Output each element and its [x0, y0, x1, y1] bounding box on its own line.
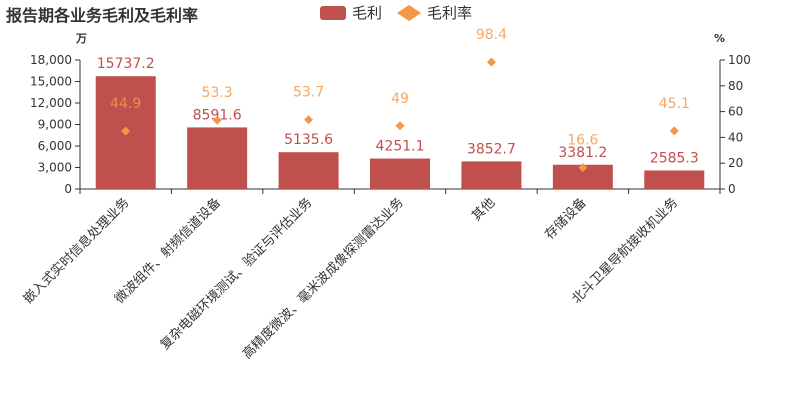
- category-labels: 嵌入式实时信息处理业务微波组件、射频信道设备复杂电磁环境测试、验证与评估业务高精…: [20, 189, 721, 363]
- bar: [187, 127, 248, 189]
- bar-value-label: 3381.2: [558, 145, 607, 161]
- category-label: 复杂电磁环境测试、验证与评估业务: [157, 195, 315, 353]
- right-tick-label: 60: [728, 105, 743, 119]
- category-label: 微波组件、射频信道设备: [112, 195, 224, 307]
- legend: 毛利 毛利率: [320, 4, 472, 22]
- category-label: 嵌入式实时信息处理业务: [20, 195, 132, 307]
- point-value-label: 16.6: [567, 133, 598, 149]
- left-tick-label: 12,000: [30, 96, 72, 110]
- bar: [644, 170, 705, 189]
- category-label: 北斗卫星导航接收机业务: [569, 195, 681, 307]
- left-tick-label: 6,000: [38, 139, 72, 153]
- left-tick-label: 9,000: [38, 118, 72, 132]
- scatter-series: 44.9 53.3 53.7 49 98.4 16.6 45.1: [110, 27, 690, 173]
- bar-value-label: 2585.3: [650, 150, 699, 166]
- right-tick-label: 20: [728, 156, 743, 170]
- point-value-label: 45.1: [659, 96, 690, 112]
- legend-point-swatch: [397, 5, 421, 21]
- point-value-label: 98.4: [476, 27, 507, 43]
- point-value-label: 53.3: [202, 85, 233, 101]
- point-value-label: 53.7: [293, 85, 324, 101]
- legend-bar-swatch: [320, 6, 346, 20]
- left-y-ticks: 0 3,000 6,000 9,000 12,000 15,000 18,000: [30, 53, 80, 196]
- category-label: 其他: [469, 195, 498, 224]
- right-tick-label: 40: [728, 130, 743, 144]
- bar-value-label: 4251.1: [376, 139, 425, 155]
- legend-bar-label: 毛利: [352, 4, 382, 22]
- scatter-point: [121, 126, 131, 136]
- scatter-point: [578, 163, 588, 173]
- bar: [370, 158, 430, 189]
- right-axis-unit: %: [714, 32, 725, 45]
- left-tick-label: 15,000: [30, 75, 72, 89]
- legend-point-label: 毛利率: [427, 4, 472, 22]
- bar: [278, 152, 339, 189]
- left-axis-unit: 万: [75, 32, 87, 45]
- bar-value-label: 3852.7: [467, 141, 516, 157]
- bar-series: 15737.2 8591.6 5135.6 4251.1 3852.7 3381.2 258…: [95, 56, 705, 189]
- scatter-point: [486, 57, 496, 67]
- bar-value-label: 15737.2: [97, 56, 155, 72]
- chart-title: 报告期各业务毛利及毛利率: [6, 6, 199, 25]
- bar-value-label: 8591.6: [193, 107, 242, 123]
- point-value-label: 44.9: [110, 96, 141, 112]
- scatter-point: [669, 126, 679, 136]
- category-label: 高精度微波、毫米波成像探测雷达业务: [239, 195, 407, 363]
- right-tick-label: 0: [728, 182, 736, 196]
- right-y-ticks: 0 20 40 60 80 100: [720, 53, 751, 196]
- point-value-label: 49: [391, 91, 409, 107]
- right-tick-label: 100: [728, 53, 751, 67]
- scatter-point: [395, 121, 405, 131]
- scatter-point: [212, 115, 222, 125]
- bar-value-label: 5135.6: [284, 132, 333, 148]
- scatter-point: [304, 115, 314, 125]
- bar: [461, 161, 522, 189]
- left-tick-label: 18,000: [30, 53, 72, 67]
- left-tick-label: 0: [64, 182, 72, 196]
- left-tick-label: 3,000: [38, 161, 72, 175]
- right-tick-label: 80: [728, 79, 743, 93]
- category-label: 存储设备: [542, 195, 590, 243]
